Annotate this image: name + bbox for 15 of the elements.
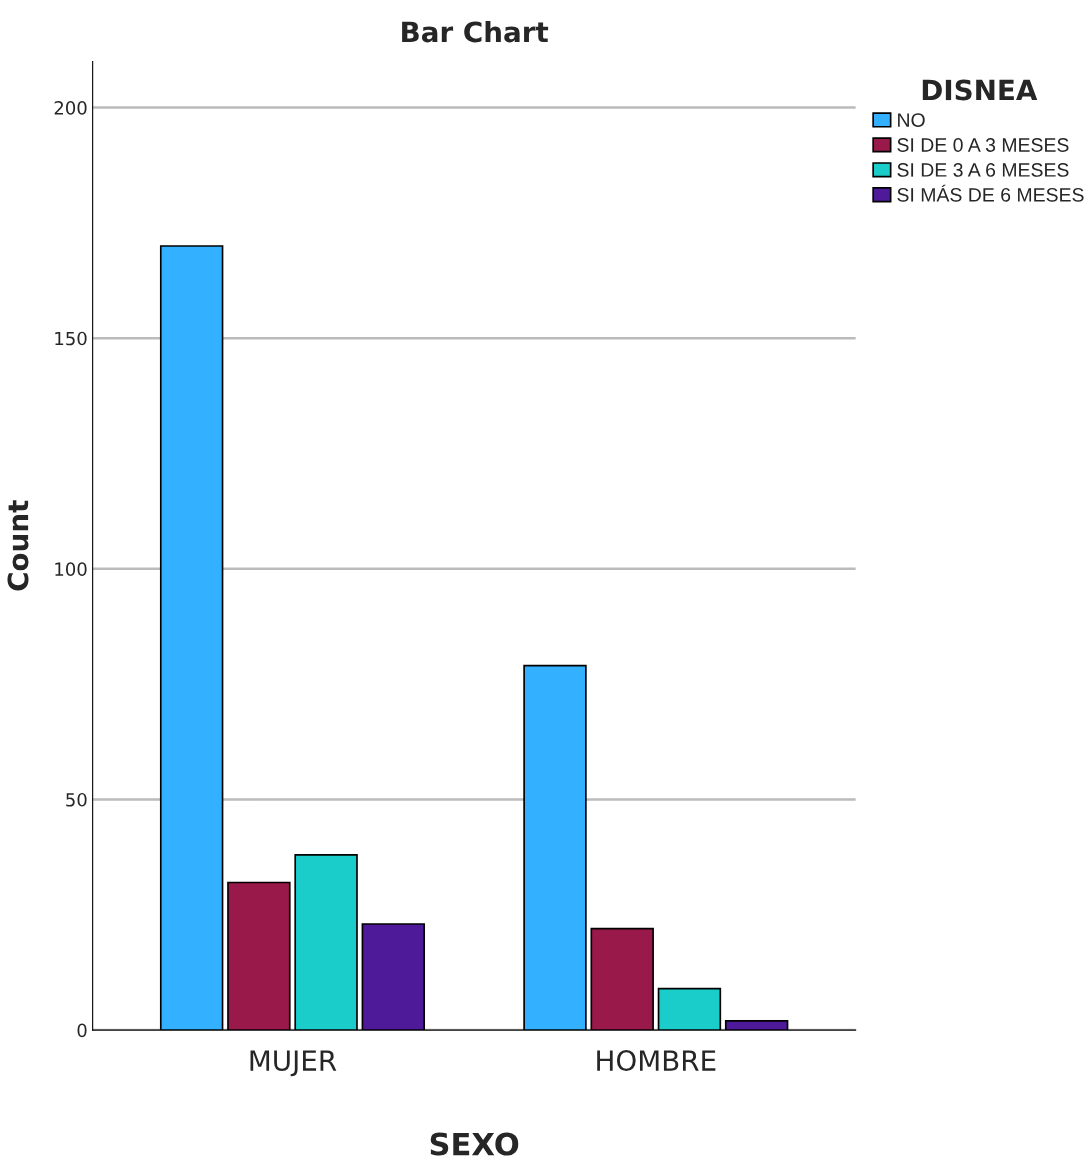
y-tick-label: 150 xyxy=(55,331,87,346)
x-tick-label: MUJER xyxy=(250,1050,337,1077)
x-axis-title: SEXO xyxy=(430,1132,519,1156)
chart-title: Bar Chart xyxy=(402,20,549,43)
y-tick-label: 0 xyxy=(77,1023,87,1038)
y-tick-label: 100 xyxy=(55,562,87,576)
x-tick-label: HOMBRE xyxy=(597,1050,716,1072)
legend-title: DISNEA xyxy=(922,79,1038,101)
y-tick-label: 200 xyxy=(54,101,87,115)
legend-label: SI DE 0 A 3 MESES xyxy=(897,138,1069,152)
y-tick-label: 50 xyxy=(66,792,87,807)
legend-label: NO xyxy=(898,113,925,127)
y-axis-title: Count xyxy=(7,500,29,591)
legend-label: SI DE 3 A 6 MESES xyxy=(897,163,1069,177)
legend-label: SI MÁS DE 6 MESES xyxy=(897,184,1084,202)
